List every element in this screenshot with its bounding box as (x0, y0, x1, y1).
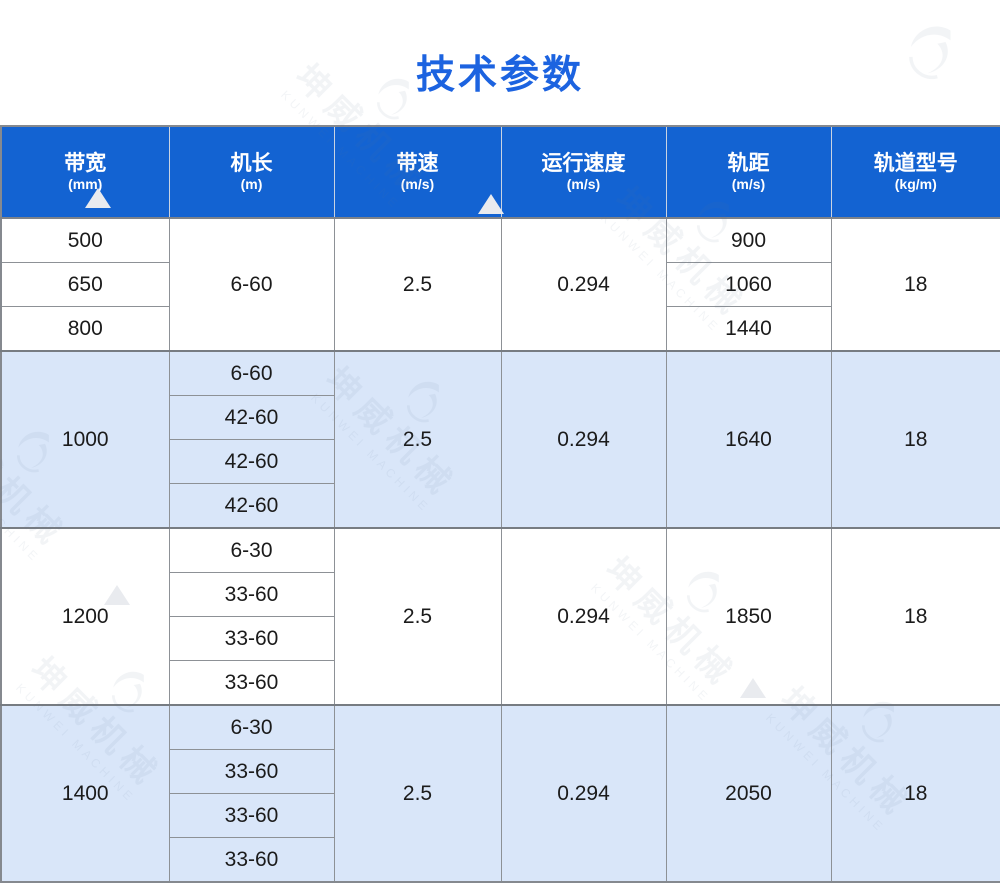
col-header-rail-type: 轨道型号 (kg/m) (831, 126, 1000, 218)
header-label: 带宽 (2, 151, 169, 176)
cell-rail-type: 18 (831, 705, 1000, 882)
cell-running-speed: 0.294 (501, 705, 666, 882)
cell-belt-speed: 2.5 (334, 705, 501, 882)
cell-belt-speed: 2.5 (334, 351, 501, 528)
header-unit: (mm) (2, 176, 169, 194)
cell-track-gauge: 900 (666, 218, 831, 263)
cell-machine-length: 33-60 (169, 750, 334, 794)
header-label: 带速 (335, 151, 501, 176)
cell-machine-length: 6-30 (169, 528, 334, 573)
cell-machine-length: 33-60 (169, 661, 334, 706)
header-unit: (kg/m) (832, 176, 1000, 194)
cell-machine-length: 33-60 (169, 617, 334, 661)
cell-belt-speed: 2.5 (334, 218, 501, 351)
header-label: 轨道型号 (832, 151, 1000, 176)
cell-running-speed: 0.294 (501, 351, 666, 528)
cell-bandwidth: 650 (1, 263, 169, 307)
cell-machine-length: 42-60 (169, 440, 334, 484)
cell-belt-speed: 2.5 (334, 528, 501, 705)
table-row: 500 6-60 2.5 0.294 900 18 (1, 218, 1000, 263)
header-label: 机长 (170, 151, 334, 176)
cell-bandwidth: 1200 (1, 528, 169, 705)
cell-track-gauge: 1060 (666, 263, 831, 307)
header-unit: (m/s) (502, 176, 666, 194)
table-row: 1400 6-30 2.5 0.294 2050 18 (1, 705, 1000, 750)
col-header-track-gauge: 轨距 (m/s) (666, 126, 831, 218)
cell-machine-length: 6-60 (169, 218, 334, 351)
cell-machine-length: 6-30 (169, 705, 334, 750)
cell-machine-length: 6-60 (169, 351, 334, 396)
header-unit: (m) (170, 176, 334, 194)
cell-track-gauge: 1850 (666, 528, 831, 705)
cell-rail-type: 18 (831, 218, 1000, 351)
cell-track-gauge: 1640 (666, 351, 831, 528)
cell-rail-type: 18 (831, 528, 1000, 705)
cell-bandwidth: 800 (1, 307, 169, 352)
col-header-running-speed: 运行速度 (m/s) (501, 126, 666, 218)
table-row: 1200 6-30 2.5 0.294 1850 18 (1, 528, 1000, 573)
cell-machine-length: 33-60 (169, 838, 334, 883)
cell-machine-length: 42-60 (169, 396, 334, 440)
cell-machine-length: 33-60 (169, 794, 334, 838)
cell-rail-type: 18 (831, 351, 1000, 528)
col-header-machine-length: 机长 (m) (169, 126, 334, 218)
header-label: 轨距 (667, 151, 831, 176)
cell-bandwidth: 1000 (1, 351, 169, 528)
header-unit: (m/s) (335, 176, 501, 194)
col-header-belt-speed: 带速 (m/s) (334, 126, 501, 218)
cell-machine-length: 33-60 (169, 573, 334, 617)
page-title: 技术参数 (0, 44, 1000, 100)
cell-bandwidth: 500 (1, 218, 169, 263)
header-label: 运行速度 (502, 151, 666, 176)
cell-running-speed: 0.294 (501, 218, 666, 351)
tech-params-table: 带宽 (mm) 机长 (m) 带速 (m/s) 运行速度 (m/s) 轨距 (0, 125, 1000, 883)
header-row: 带宽 (mm) 机长 (m) 带速 (m/s) 运行速度 (m/s) 轨距 (1, 126, 1000, 218)
cell-track-gauge: 1440 (666, 307, 831, 352)
col-header-bandwidth: 带宽 (mm) (1, 126, 169, 218)
header-unit: (m/s) (667, 176, 831, 194)
cell-running-speed: 0.294 (501, 528, 666, 705)
table-row: 1000 6-60 2.5 0.294 1640 18 (1, 351, 1000, 396)
cell-bandwidth: 1400 (1, 705, 169, 882)
cell-track-gauge: 2050 (666, 705, 831, 882)
cell-machine-length: 42-60 (169, 484, 334, 529)
